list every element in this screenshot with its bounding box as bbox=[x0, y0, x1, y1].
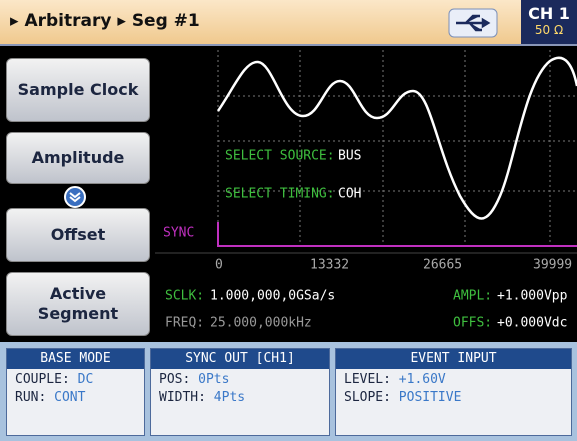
info-row: POS: 0Pts bbox=[151, 369, 329, 387]
info-value: POSITIVE bbox=[398, 390, 462, 405]
status-panel: BASE MODE COUPLE: DC RUN: CONT SYNC OUT [CH… bbox=[0, 342, 577, 441]
info-row: SLOPE: POSITIVE bbox=[336, 387, 571, 405]
info-box: EVENT INPUT LEVEL: +1.60V SLOPE: POSITIVE bbox=[335, 348, 572, 436]
info-box: BASE MODE COUPLE: DC RUN: CONT bbox=[6, 348, 145, 436]
x-label: 39999 bbox=[533, 258, 572, 273]
softkey[interactable]: Active Segment bbox=[6, 272, 150, 336]
header: ▸ Arbitrary ▸ Seg #1 CH 1 50 Ω bbox=[0, 0, 577, 46]
info-label: POS: bbox=[159, 372, 191, 387]
sclk-value: 1.000,000,0GSa/s bbox=[210, 289, 335, 304]
info-label: RUN: bbox=[15, 390, 47, 405]
softkey[interactable]: Offset bbox=[6, 208, 150, 262]
info-value: CONT bbox=[54, 390, 86, 405]
x-label: 0 bbox=[215, 258, 223, 273]
segment: Seg #1 bbox=[131, 11, 200, 31]
sync-label: SYNC bbox=[163, 226, 194, 241]
timing-label: SELECT TIMING: bbox=[225, 187, 335, 202]
info-label: WIDTH: bbox=[159, 390, 206, 405]
freq-value: 25.000,000kHz bbox=[210, 316, 312, 331]
info-value: +1.60V bbox=[398, 372, 446, 387]
info-value: 0Pts bbox=[198, 372, 230, 387]
impedance: 50 Ω bbox=[534, 23, 564, 37]
usb-icon bbox=[448, 8, 498, 38]
info-value: DC bbox=[77, 372, 94, 387]
source-value: BUS bbox=[338, 149, 361, 164]
info-row: LEVEL: +1.60V bbox=[336, 369, 571, 387]
info-row: WIDTH: 4Pts bbox=[151, 387, 329, 405]
offs-value: +0.000Vdc bbox=[497, 316, 567, 331]
info-box: SYNC OUT [CH1] POS: 0Pts WIDTH: 4Pts bbox=[150, 348, 330, 436]
ampl-label: AMPL: bbox=[453, 289, 492, 304]
breadcrumb: ▸ Arbitrary ▸ Seg #1 bbox=[10, 11, 200, 31]
info-row: COUPLE: DC bbox=[7, 369, 144, 387]
sclk-label: SCLK: bbox=[165, 289, 204, 304]
channel-box: CH 1 50 Ω bbox=[521, 0, 577, 44]
waveform bbox=[216, 56, 577, 220]
info-row: RUN: CONT bbox=[7, 387, 144, 405]
info-label: COUPLE: bbox=[15, 372, 70, 387]
info-label: LEVEL: bbox=[344, 372, 391, 387]
softkey[interactable]: Amplitude bbox=[6, 132, 150, 184]
channel: CH 1 bbox=[528, 4, 570, 23]
x-label: 26665 bbox=[423, 258, 462, 273]
info-value: 4Pts bbox=[213, 390, 246, 405]
sync-trace bbox=[217, 222, 577, 247]
info-label: SLOPE: bbox=[344, 390, 391, 405]
freq-label: FREQ: bbox=[165, 316, 204, 331]
x-label: 13332 bbox=[310, 258, 349, 273]
info-title: EVENT INPUT bbox=[336, 349, 571, 369]
timing-value: COH bbox=[338, 187, 361, 202]
display: SELECT SOURCE: BUS SELECT TIMING: COH SY… bbox=[155, 50, 577, 331]
source-label: SELECT SOURCE: bbox=[225, 149, 335, 164]
info-title: BASE MODE bbox=[7, 349, 144, 369]
ampl-value: +1.000Vpp bbox=[497, 289, 568, 304]
info-title: SYNC OUT [CH1] bbox=[151, 349, 329, 369]
mode: Arbitrary bbox=[24, 11, 112, 31]
scroll-down-icon[interactable] bbox=[63, 185, 87, 209]
offs-label: OFFS: bbox=[453, 316, 492, 331]
softkey[interactable]: Sample Clock bbox=[6, 58, 150, 122]
